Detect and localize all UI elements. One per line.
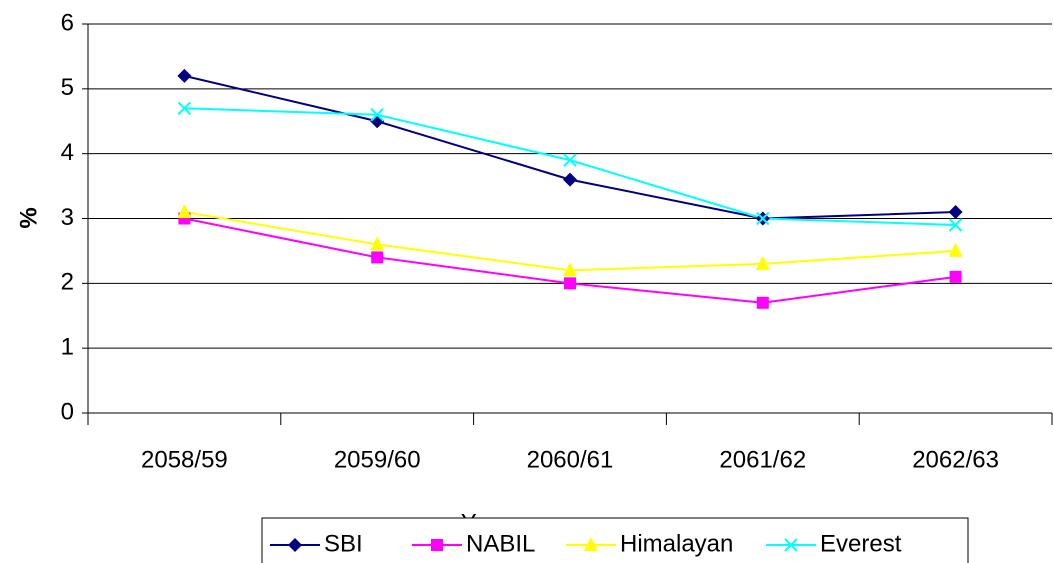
data-point <box>755 255 770 270</box>
legend-box <box>261 517 969 563</box>
legend-marker <box>288 538 302 552</box>
data-point <box>563 153 577 167</box>
data-point <box>564 277 576 290</box>
y-axis-label: % <box>15 207 42 228</box>
legend-label: SBI <box>324 530 363 557</box>
y-tick-label: 0 <box>61 398 74 425</box>
legend-marker <box>584 537 598 551</box>
data-point <box>948 242 963 257</box>
data-point <box>563 172 577 187</box>
data-point <box>371 251 384 264</box>
data-point <box>949 270 962 283</box>
x-tick-label: 2059/60 <box>334 446 421 473</box>
y-tick-label: 4 <box>61 139 74 166</box>
legend-label: NABIL <box>466 530 535 557</box>
y-tick-label: 6 <box>61 9 74 36</box>
data-point <box>370 108 384 122</box>
legend-marker <box>784 538 798 552</box>
data-point <box>177 68 192 83</box>
y-tick-label: 2 <box>61 269 74 296</box>
legend-label: Himalayan <box>620 530 733 557</box>
data-point <box>563 262 577 277</box>
x-tick-label: 2062/63 <box>912 446 999 473</box>
x-tick-label: 2058/59 <box>141 446 228 473</box>
y-tick-label: 5 <box>61 74 74 101</box>
legend-marker <box>431 539 443 551</box>
data-point <box>948 218 963 232</box>
data-point <box>948 205 963 220</box>
series-line <box>184 107 956 226</box>
data-point <box>177 204 192 219</box>
data-point <box>370 236 385 251</box>
data-point <box>177 101 192 115</box>
y-tick-label: 1 <box>61 334 74 361</box>
legend-label: Everest <box>820 530 902 557</box>
data-point <box>756 296 769 309</box>
series-line <box>184 74 956 220</box>
x-tick-label: 2061/62 <box>719 446 806 473</box>
data-point <box>756 211 770 226</box>
y-tick-label: 3 <box>61 204 74 231</box>
x-tick-label: 2060/61 <box>527 446 614 473</box>
